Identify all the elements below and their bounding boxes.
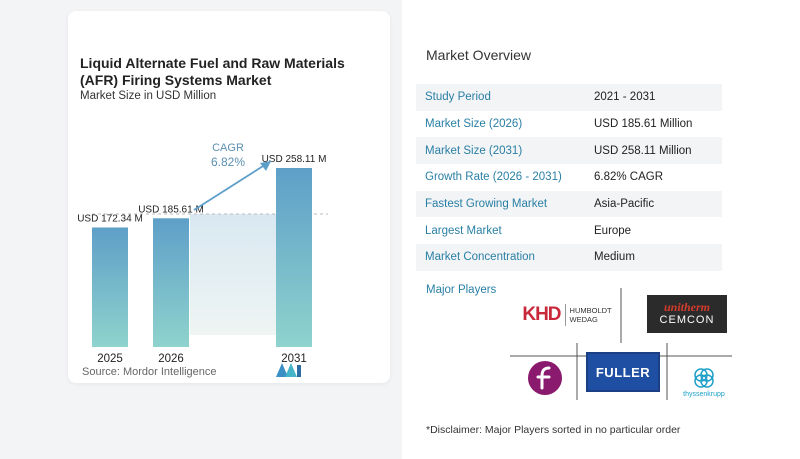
overview-row-value: Asia-Pacific xyxy=(594,198,655,211)
market-overview-panel: Market Overview Study Period 2021 - 2031… xyxy=(402,0,800,459)
overview-row-label: Study Period xyxy=(425,91,491,104)
overview-row: Fastest Growing Market Asia-Pacific xyxy=(416,190,722,218)
unitherm-cemcon-logo: unitherm CEMCON xyxy=(647,295,727,333)
data-label-2025: USD 172.34 M xyxy=(77,213,143,224)
fuller-text: FULLER xyxy=(595,364,651,380)
overview-row-label: Market Size (2026) xyxy=(425,118,523,131)
thyssenkrupp-text: thyssenkrupp xyxy=(683,390,725,398)
overview-row-label: Fastest Growing Market xyxy=(425,198,548,211)
overview-row-value: Medium xyxy=(594,251,635,264)
bar-2025 xyxy=(92,227,128,347)
cagr-label: CAGR xyxy=(212,142,244,154)
overview-row-label: Market Concentration xyxy=(425,251,535,264)
disclaimer-text: *Disclaimer: Major Players sorted in no … xyxy=(426,424,681,436)
cagr-arrow-head xyxy=(260,161,271,171)
overview-row-value: 6.82% CAGR xyxy=(594,171,664,184)
overview-table: Study Period 2021 - 2031 Market Size (20… xyxy=(416,84,722,271)
x-tick-label-2025: 2025 xyxy=(97,353,123,365)
mordor-logo-icon xyxy=(276,363,301,377)
flsmidth-logo xyxy=(526,360,564,396)
major-players-title: Major Players xyxy=(426,284,497,296)
overview-row: Study Period 2021 - 2031 xyxy=(416,84,722,111)
khd-line1: HUMBOLDT xyxy=(569,306,612,315)
bar-2026 xyxy=(153,218,189,347)
overview-row-value: USD 258.11 Million xyxy=(594,144,692,157)
x-tick-label-2026: 2026 xyxy=(158,353,184,365)
chart-card: Liquid Alternate Fuel and Raw Materials … xyxy=(68,11,390,383)
overview-row: Largest Market Europe xyxy=(416,217,722,244)
overview-row-value: Europe xyxy=(594,224,632,237)
chart-title: Liquid Alternate Fuel and Raw Materials … xyxy=(80,55,345,88)
thyssenkrupp-logo: thyssenkrupp xyxy=(674,362,734,402)
overview-row-label: Market Size (2031) xyxy=(425,144,523,157)
khd-humboldt-wedag-logo: KHD HUMBOLDT WEDAG xyxy=(519,300,615,330)
overview-row: Market Concentration Medium xyxy=(416,244,722,271)
khd-line2: WEDAG xyxy=(569,315,598,324)
overview-row-value: USD 185.61 Million xyxy=(594,118,693,131)
bar-2031 xyxy=(276,168,312,347)
thyssenkrupp-icon xyxy=(694,367,714,388)
data-label-2031: USD 258.11 M xyxy=(262,154,327,165)
cagr-value: 6.82% xyxy=(211,155,245,169)
overview-title: Market Overview xyxy=(426,47,532,63)
unitherm-line2: CEMCON xyxy=(659,314,715,326)
overview-row: Market Size (2031) USD 258.11 Million xyxy=(416,137,722,165)
unitherm-line1: unitherm xyxy=(663,300,711,314)
overview-row-label: Growth Rate (2026 - 2031) xyxy=(425,171,562,184)
fuller-logo: FULLER xyxy=(586,352,660,392)
bar-chart: USD 172.34 M 2025 USD 185.61 M 2026 USD 258.… xyxy=(77,142,328,365)
khd-mark: KHD xyxy=(522,304,561,325)
overview-row: Market Size (2026) USD 185.61 Million xyxy=(416,111,722,138)
overview-row: Growth Rate (2026 - 2031) 6.82% CAGR xyxy=(416,164,722,191)
cagr-arrow xyxy=(193,160,272,211)
overview-row-value: 2021 - 2031 xyxy=(594,91,656,104)
overview-row-label: Largest Market xyxy=(425,224,502,237)
x-tick-label-2031: 2031 xyxy=(281,353,307,365)
data-label-2026: USD 185.61 M xyxy=(138,204,204,215)
source-text: Source: Mordor Intelligence xyxy=(82,366,217,378)
flsmidth-icon xyxy=(528,361,562,395)
chart-subtitle: Market Size in USD Million xyxy=(80,90,217,102)
